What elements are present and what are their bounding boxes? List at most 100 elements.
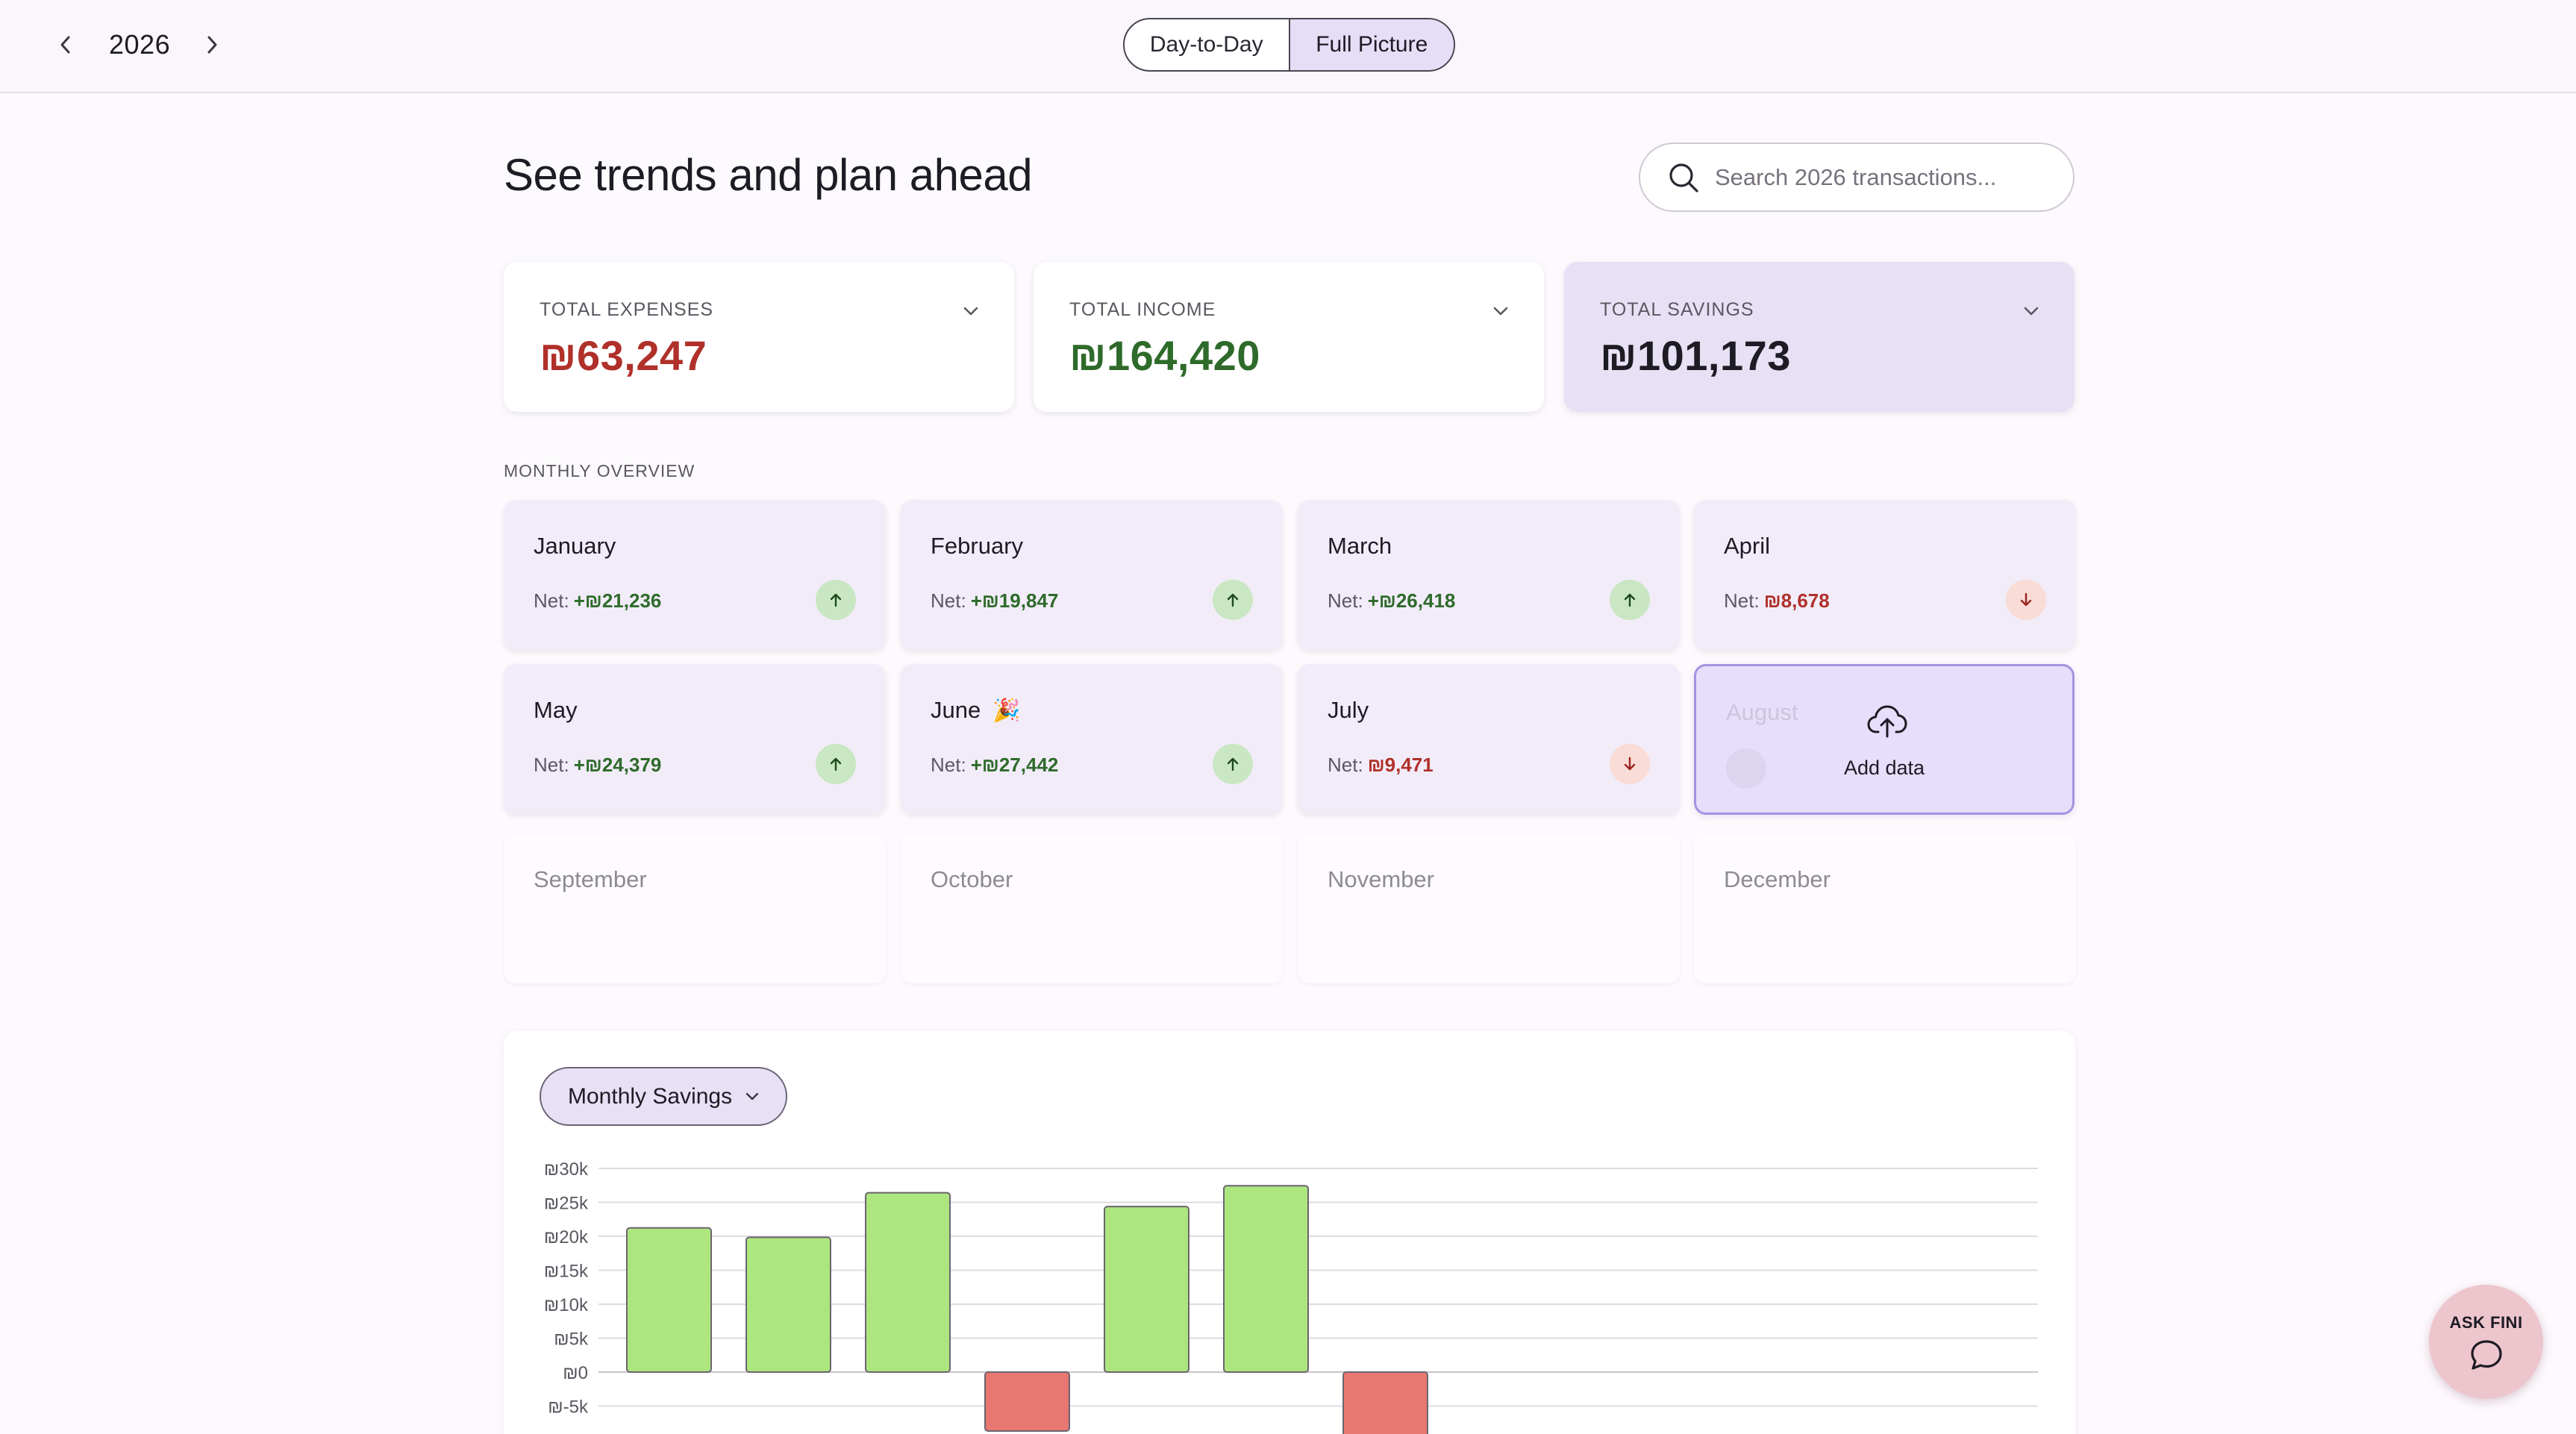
month-name: November <box>1328 866 1434 892</box>
month-net: Net: +₪24,379 <box>534 754 661 777</box>
bar-july <box>1342 1371 1428 1434</box>
trend-placeholder <box>1726 748 1766 789</box>
chevron-down-icon[interactable] <box>2022 305 2040 317</box>
chevron-down-icon[interactable] <box>962 305 980 317</box>
month-name: December <box>1724 866 1831 892</box>
prev-year-button[interactable] <box>49 22 82 67</box>
month-name: October <box>931 866 1013 892</box>
month-card-march[interactable]: March Net: +₪26,418 <box>1298 500 1680 650</box>
party-popper-icon: 🎉 <box>992 698 1021 723</box>
trend-indicator <box>1213 744 1253 784</box>
month-net: Net: +₪21,236 <box>534 589 661 613</box>
month-net: Net: ₪9,471 <box>1328 754 1434 777</box>
net-value: ₪8,678 <box>1763 589 1830 612</box>
month-name: January <box>534 533 616 559</box>
trend-indicator <box>1610 580 1650 620</box>
month-name: August <box>1726 699 1798 725</box>
monthly-savings-chart: ₪30k ₪25k ₪20k ₪15k ₪10k ₪5k ₪0 ₪-5k <box>544 1159 2038 1434</box>
y-tick-label: ₪0 <box>563 1363 588 1383</box>
net-value: +₪26,418 <box>1367 589 1456 612</box>
total-income-card[interactable]: TOTAL INCOME ₪164,420 <box>1034 262 1544 412</box>
add-data-card-august[interactable]: August Add data <box>1694 664 2075 815</box>
chart-metric-label: Monthly Savings <box>568 1083 733 1109</box>
next-year-button[interactable] <box>196 22 228 67</box>
month-net: Net: ₪8,678 <box>1724 589 1830 613</box>
bar-april <box>984 1371 1070 1432</box>
view-mode-toggle: Day-to-Day Full Picture <box>1123 18 1455 72</box>
tab-day-to-day[interactable]: Day-to-Day <box>1149 32 1263 57</box>
y-tick-label: ₪10k <box>544 1295 589 1315</box>
month-card-january[interactable]: January Net: +₪21,236 <box>504 500 886 650</box>
net-value: ₪9,471 <box>1367 754 1434 776</box>
add-data-label: Add data <box>1843 757 1925 779</box>
net-label: Net: <box>1724 589 1760 612</box>
trend-indicator <box>1610 744 1650 784</box>
chevron-down-icon[interactable] <box>1492 305 1510 317</box>
y-tick-label: ₪20k <box>544 1227 589 1247</box>
arrow-up-icon <box>830 593 842 607</box>
total-savings-card[interactable]: TOTAL SAVINGS ₪101,173 <box>1564 262 2075 412</box>
bar-january <box>626 1227 712 1374</box>
month-card-april[interactable]: April Net: ₪8,678 <box>1694 500 2076 650</box>
total-savings-value: ₪101,173 <box>1600 332 1791 379</box>
arrow-up-icon <box>830 757 842 771</box>
net-label: Net: <box>534 754 569 776</box>
month-card-october[interactable]: October <box>901 833 1283 983</box>
net-value: +₪21,236 <box>573 589 662 612</box>
year-navigator: 2026 <box>49 22 228 67</box>
monthly-overview-label: MONTHLY OVERVIEW <box>504 461 695 480</box>
month-net: Net: +₪27,442 <box>931 754 1058 777</box>
ask-fini-button[interactable]: ASK FINI <box>2429 1285 2543 1399</box>
arrow-up-icon <box>1624 593 1636 607</box>
ask-fini-label: ASK FINI <box>2449 1312 2523 1332</box>
net-value: +₪27,442 <box>970 754 1059 776</box>
month-name: May <box>534 697 578 723</box>
month-name: March <box>1328 533 1392 559</box>
month-card-february[interactable]: February Net: +₪19,847 <box>901 500 1283 650</box>
month-card-september[interactable]: September <box>504 833 886 983</box>
chat-bubble-icon <box>2470 1339 2502 1370</box>
page-title: See trends and plan ahead <box>504 150 1033 200</box>
trend-indicator <box>1213 580 1253 620</box>
trend-indicator <box>816 744 856 784</box>
total-income-value: ₪164,420 <box>1069 332 1260 379</box>
month-card-may[interactable]: May Net: +₪24,379 <box>504 664 886 814</box>
net-label: Net: <box>534 589 569 612</box>
net-label: Net: <box>1328 589 1363 612</box>
chart-metric-select[interactable]: Monthly Savings <box>540 1067 787 1126</box>
arrow-up-icon <box>1227 593 1239 607</box>
arrow-down-icon <box>2020 592 2032 607</box>
total-expenses-value: ₪63,247 <box>540 332 707 379</box>
bar-february <box>745 1236 831 1373</box>
month-net: Net: +₪26,418 <box>1328 589 1455 613</box>
y-tick-label: ₪30k <box>544 1159 589 1180</box>
tab-full-picture[interactable]: Full Picture <box>1288 19 1454 70</box>
month-card-june[interactable]: June 🎉 Net: +₪27,442 <box>901 664 1283 814</box>
total-expenses-card[interactable]: TOTAL EXPENSES ₪63,247 <box>504 262 1014 412</box>
bar-may <box>1104 1206 1189 1373</box>
month-name: April <box>1724 533 1771 559</box>
top-bar: 2026 Day-to-Day Full Picture <box>0 0 2576 93</box>
y-tick-label: ₪5k <box>554 1330 589 1350</box>
month-card-december[interactable]: December <box>1694 833 2076 983</box>
month-card-july[interactable]: July Net: ₪9,471 <box>1298 664 1680 814</box>
month-name: June <box>931 697 981 723</box>
net-label: Net: <box>931 589 966 612</box>
trend-indicator <box>816 580 856 620</box>
month-name: September <box>534 866 647 892</box>
y-tick-label: ₪-5k <box>548 1397 589 1418</box>
net-label: Net: <box>1328 754 1363 776</box>
search-input[interactable] <box>1715 163 2058 191</box>
chevron-left-icon <box>60 36 70 54</box>
month-net: Net: +₪19,847 <box>931 589 1058 613</box>
net-value: +₪19,847 <box>970 589 1059 612</box>
total-income-label: TOTAL INCOME <box>1069 299 1216 320</box>
total-expenses-label: TOTAL EXPENSES <box>540 299 714 320</box>
trend-indicator <box>2006 580 2046 620</box>
year-label: 2026 <box>109 29 171 60</box>
bar-june <box>1223 1185 1309 1373</box>
arrow-up-icon <box>1227 757 1239 771</box>
net-label: Net: <box>931 754 966 776</box>
month-card-november[interactable]: November <box>1298 833 1680 983</box>
month-name: February <box>931 533 1024 559</box>
